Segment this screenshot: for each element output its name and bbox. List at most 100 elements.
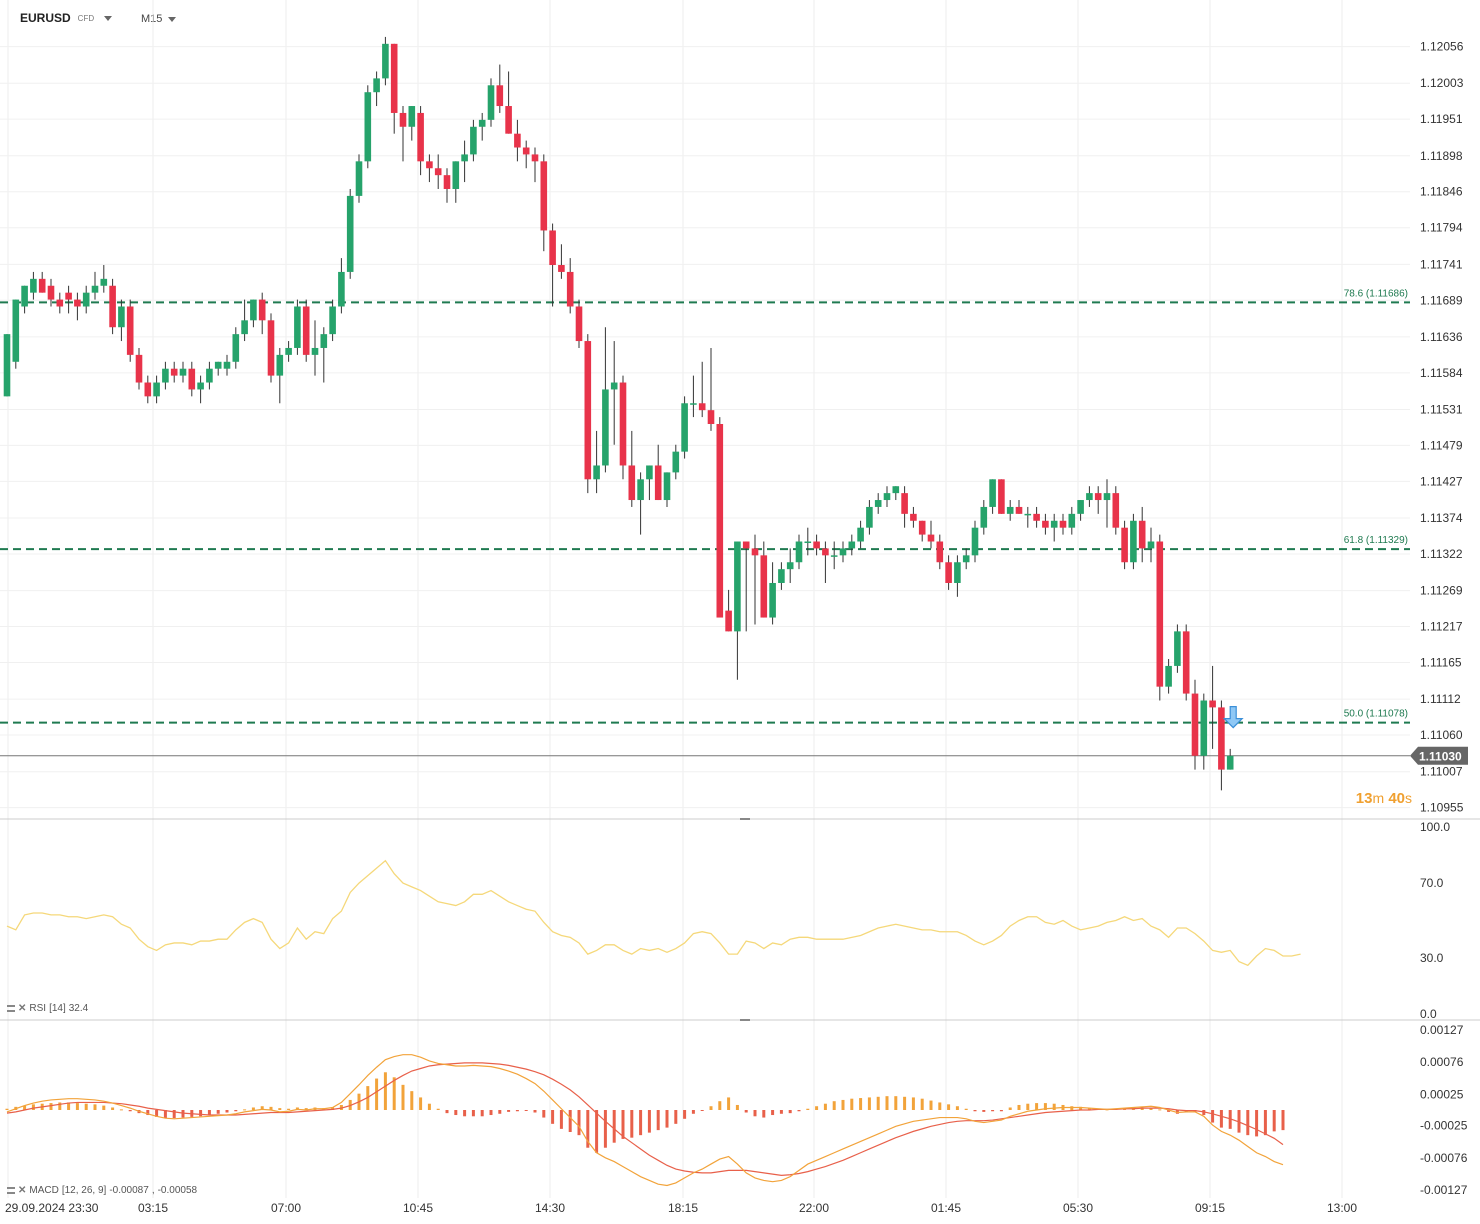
macd-histogram-bar: [815, 1106, 819, 1110]
macd-params: [12, 26, 9]: [61, 1185, 107, 1196]
macd-histogram-bar: [75, 1103, 79, 1110]
macd-histogram-bar: [639, 1110, 643, 1136]
price-tick-label: 1.11531: [1420, 402, 1463, 416]
bull-candle: [1024, 513, 1032, 516]
macd-histogram-bar: [603, 1110, 607, 1148]
macd-histogram-bar: [419, 1097, 423, 1110]
macd-histogram-bar: [806, 1108, 810, 1110]
bull-candle: [1086, 493, 1093, 501]
rsi-line: [6, 859, 1301, 967]
symbol-dropdown-icon[interactable]: [104, 15, 113, 21]
macd-signal-value: -0.00058: [157, 1185, 198, 1196]
bull-candle: [646, 465, 653, 480]
macd-histogram-bar: [841, 1099, 845, 1110]
macd-histogram-bar: [155, 1110, 159, 1117]
price-tick-label: 1.11584: [1420, 366, 1463, 380]
timeframe-selector[interactable]: M15: [141, 13, 177, 25]
bear-candle: [531, 154, 539, 162]
macd-histogram-bar: [304, 1108, 308, 1110]
macd-histogram-bar: [999, 1110, 1003, 1112]
bull-candle: [681, 403, 688, 452]
macd-histogram-bar: [5, 1108, 9, 1110]
macd-histogram-bar: [577, 1110, 581, 1136]
macd-histogram-bar: [234, 1110, 238, 1112]
bull-candle: [311, 347, 319, 355]
price-tick-label: 1.11689: [1420, 293, 1463, 307]
x-tick-label: 18:15: [668, 1201, 698, 1215]
macd-histogram-bar: [1070, 1106, 1074, 1110]
timer-minutes: 13: [1355, 790, 1373, 807]
bull-candle: [179, 368, 187, 376]
bear-candle: [514, 133, 521, 148]
macd-histogram-bar: [1281, 1110, 1285, 1131]
macd-histogram-bar: [903, 1096, 907, 1110]
price-tick-label: 1.11427: [1420, 474, 1463, 488]
x-tick-label: 14:30: [535, 1201, 565, 1215]
bear-candle: [549, 230, 556, 266]
bear-candle: [38, 278, 46, 293]
rsi-label: RSI: [29, 1003, 47, 1014]
bear-candle: [1112, 493, 1120, 528]
macd-histogram-bar: [515, 1110, 519, 1112]
bull-candle: [382, 43, 389, 79]
close-icon[interactable]: ✕: [18, 1003, 27, 1014]
price-tick-label: 1.11165: [1420, 655, 1462, 669]
symbol-selector[interactable]: EURUSD: [20, 11, 71, 25]
rsi-tick-label: 0.0: [1420, 1007, 1437, 1021]
bear-candle: [1182, 631, 1190, 694]
macd-histogram-bar: [621, 1110, 625, 1139]
bull-candle: [294, 306, 301, 348]
bear-candle: [619, 382, 627, 466]
macd-histogram-bar: [1272, 1110, 1276, 1132]
macd-histogram-bar: [1017, 1104, 1021, 1110]
bear-candle: [56, 299, 64, 307]
price-tick-label: 1.11060: [1420, 728, 1463, 742]
timeframe-dropdown-icon[interactable]: [168, 16, 177, 22]
bull-candle: [206, 368, 213, 383]
bear-candle: [267, 320, 275, 376]
macd-histogram-bar: [735, 1104, 739, 1110]
bear-candle: [302, 306, 310, 355]
bull-candle: [786, 562, 794, 570]
bull-candle: [1068, 513, 1076, 528]
bear-candle: [522, 147, 530, 155]
bull-candle: [602, 389, 609, 466]
bear-candle: [1033, 513, 1040, 521]
bull-candle: [1050, 520, 1058, 528]
macd-histogram-bar: [93, 1104, 97, 1110]
settings-lines-icon[interactable]: [7, 1005, 15, 1012]
macd-histogram-bar: [339, 1104, 343, 1110]
price-tick-label: 1.11374: [1420, 511, 1463, 525]
bear-candle: [918, 520, 926, 535]
price-tick-label: 1.11794: [1420, 221, 1463, 235]
timer-seconds-unit: s: [1405, 790, 1412, 806]
bull-candle: [1226, 755, 1234, 770]
macd-histogram-bar: [295, 1107, 299, 1110]
bear-candle: [822, 548, 829, 556]
close-icon[interactable]: ✕: [18, 1185, 27, 1196]
bear-candle: [109, 285, 116, 328]
bull-candle: [954, 562, 961, 583]
macd-histogram-bar: [911, 1097, 915, 1110]
settings-lines-icon[interactable]: [7, 1187, 15, 1194]
macd-histogram-bar: [84, 1103, 88, 1110]
bull-candle: [1006, 506, 1014, 514]
macd-histogram-bar: [445, 1110, 449, 1114]
bull-candle: [355, 161, 363, 196]
macd-histogram-bar: [471, 1110, 475, 1117]
bull-candle: [663, 472, 671, 501]
macd-histogram-bar: [23, 1105, 27, 1110]
bear-candle: [901, 493, 908, 514]
macd-histogram-bar: [181, 1110, 185, 1118]
macd-histogram-bar: [885, 1096, 889, 1110]
price-tick-label: 1.11479: [1420, 438, 1463, 452]
macd-histogram-bar: [1211, 1110, 1215, 1123]
macd-histogram-bar: [489, 1110, 493, 1116]
macd-histogram-bar: [67, 1102, 71, 1110]
x-tick-label: 09:15: [1195, 1201, 1225, 1215]
bear-candle: [998, 479, 1005, 514]
bear-candle: [1015, 506, 1023, 514]
macd-histogram-bar: [31, 1104, 35, 1110]
bear-candle: [144, 382, 152, 397]
